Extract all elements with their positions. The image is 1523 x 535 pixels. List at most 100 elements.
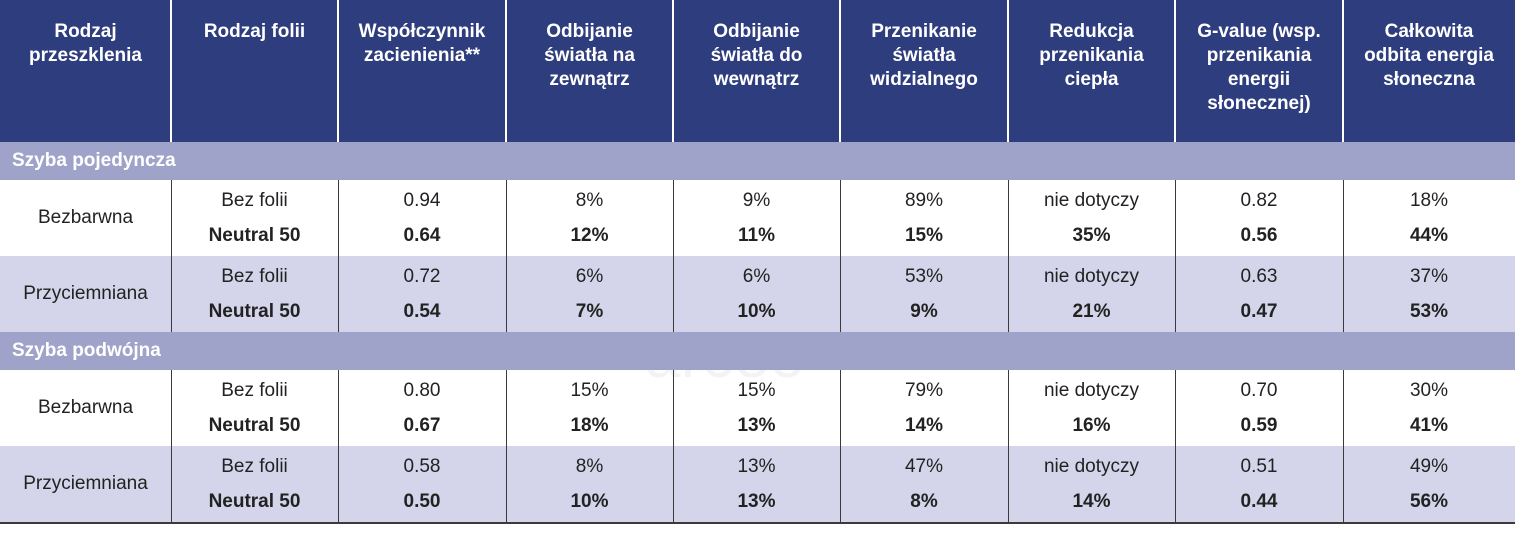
header-text: odbita energia [1364, 45, 1494, 66]
header-text: Całkowita [1384, 21, 1474, 42]
header-cell: Odbijanie światła do wewnątrz [673, 0, 840, 142]
column-divider [840, 446, 841, 522]
value-cell: 56% [1409, 491, 1449, 512]
value-cell: 18% [1409, 190, 1449, 211]
value-cell: 15% [570, 380, 609, 401]
value-cell: 8% [575, 456, 604, 477]
column-divider [506, 180, 507, 256]
value-cell: 41% [1409, 415, 1449, 436]
column-divider [1343, 256, 1344, 332]
value-cell: 9% [910, 301, 938, 322]
column-divider [171, 256, 172, 332]
value-cell: 21% [1072, 301, 1111, 322]
value-cell: 0.58 [403, 456, 441, 477]
header-cell: Redukcja przenikania ciepła [1008, 0, 1175, 142]
column-divider [1175, 446, 1176, 522]
film-label: Bez folii [221, 190, 288, 211]
column-divider [1008, 446, 1009, 522]
value-cell: 0.94 [403, 190, 441, 211]
value-cell: 79% [904, 380, 944, 401]
column-divider [673, 446, 674, 522]
value-cell: 0.59 [1240, 415, 1278, 436]
column-divider [1008, 180, 1009, 256]
value-cell: 6% [742, 266, 771, 287]
column-divider [171, 180, 172, 256]
value-cell: nie dotyczy [1043, 190, 1140, 211]
header-cell: Odbijanie światła na zewnątrz [506, 0, 673, 142]
value-cell: nie dotyczy [1043, 456, 1140, 477]
header-text: widzialnego [870, 69, 978, 90]
column-divider [171, 370, 172, 446]
section-row [0, 142, 1515, 180]
value-cell: 0.72 [403, 266, 441, 287]
section-title: Szyba podwójna [12, 340, 161, 361]
column-divider [338, 446, 339, 522]
value-cell: 16% [1072, 415, 1111, 436]
value-cell: 53% [904, 266, 944, 287]
header-text: zewnątrz [549, 69, 630, 90]
value-cell: 0.47 [1240, 301, 1278, 322]
header-text: światła na [544, 45, 635, 66]
column-divider [840, 180, 841, 256]
header-text: przenikania [1039, 45, 1144, 66]
column-divider [506, 256, 507, 332]
value-cell: 10% [570, 491, 609, 512]
header-text: energii [1227, 69, 1291, 90]
header-divider [1007, 0, 1009, 142]
column-divider [171, 446, 172, 522]
header-divider [170, 0, 172, 142]
header-text: Przenikanie [871, 21, 977, 42]
section-title: Szyba pojedyncza [12, 150, 176, 171]
value-cell: 11% [738, 225, 775, 246]
group-row [0, 446, 1515, 522]
value-cell: 35% [1072, 225, 1111, 246]
column-divider [1175, 180, 1176, 256]
header-text: ciepła [1064, 69, 1119, 90]
value-cell: 49% [1409, 456, 1449, 477]
header-text: przenikania [1206, 45, 1312, 66]
column-divider [1008, 256, 1009, 332]
header-text: zacienienia** [363, 45, 481, 66]
column-divider [506, 370, 507, 446]
header-text: światła [892, 45, 956, 66]
header-cell: G-value (wsp. przenikania energii słoneczne… [1175, 0, 1343, 142]
film-label: Neutral 50 [208, 301, 301, 322]
column-divider [840, 370, 841, 446]
film-label: Bez folii [221, 456, 288, 477]
value-cell: 8% [575, 190, 604, 211]
header-text: Odbijanie [546, 21, 633, 42]
glazing-label: Przyciemniana [23, 473, 148, 494]
value-cell: 0.50 [403, 491, 441, 512]
header-divider [337, 0, 339, 142]
value-cell: 13% [737, 415, 776, 436]
value-cell: 0.63 [1240, 266, 1278, 287]
header-text: wewnątrz [713, 69, 800, 90]
section-row [0, 332, 1515, 370]
film-label: Bez folii [221, 266, 288, 287]
value-cell: 15% [904, 225, 944, 246]
header-cell: Przenikanie światła widzialnego [840, 0, 1008, 142]
column-divider [1343, 446, 1344, 522]
value-cell: 12% [570, 225, 609, 246]
column-divider [673, 370, 674, 446]
header-divider [672, 0, 674, 142]
value-cell: 0.51 [1240, 456, 1278, 477]
column-divider [1343, 370, 1344, 446]
value-cell: 0.70 [1240, 380, 1278, 401]
value-cell: 18% [570, 415, 609, 436]
value-cell: nie dotyczy [1043, 266, 1140, 287]
column-divider [1175, 370, 1176, 446]
column-divider [1175, 256, 1176, 332]
header-text: Odbijanie [713, 21, 800, 42]
value-cell: 14% [1072, 491, 1111, 512]
glazing-label: Bezbarwna [37, 397, 134, 418]
glazing-label: Przyciemniana [23, 283, 148, 304]
value-cell: 44% [1409, 225, 1449, 246]
header-text: przeszklenia [29, 45, 142, 66]
film-label: Neutral 50 [208, 225, 301, 246]
column-divider [673, 180, 674, 256]
column-divider [338, 180, 339, 256]
value-cell: 13% [737, 456, 776, 477]
value-cell: 9% [742, 190, 771, 211]
